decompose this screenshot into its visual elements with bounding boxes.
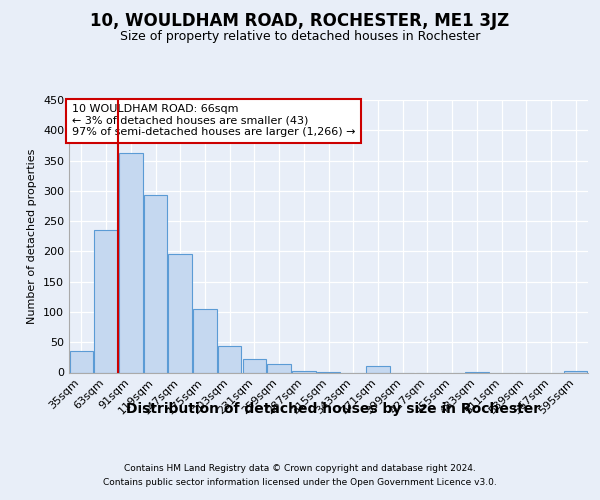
Text: Size of property relative to detached houses in Rochester: Size of property relative to detached ho…: [120, 30, 480, 43]
Bar: [94, 230, 118, 372]
Y-axis label: Number of detached properties: Number of detached properties: [28, 148, 37, 324]
Bar: [366, 366, 389, 372]
Bar: [268, 364, 291, 372]
Bar: [218, 346, 241, 372]
Bar: [144, 195, 167, 372]
Bar: [242, 358, 266, 372]
Text: Contains public sector information licensed under the Open Government Licence v3: Contains public sector information licen…: [103, 478, 497, 487]
Bar: [119, 152, 143, 372]
Text: 10 WOULDHAM ROAD: 66sqm
← 3% of detached houses are smaller (43)
97% of semi-det: 10 WOULDHAM ROAD: 66sqm ← 3% of detached…: [71, 104, 355, 138]
Bar: [169, 254, 192, 372]
Text: Contains HM Land Registry data © Crown copyright and database right 2024.: Contains HM Land Registry data © Crown c…: [124, 464, 476, 473]
Text: 10, WOULDHAM ROAD, ROCHESTER, ME1 3JZ: 10, WOULDHAM ROAD, ROCHESTER, ME1 3JZ: [91, 12, 509, 30]
Bar: [193, 309, 217, 372]
Bar: [70, 352, 93, 372]
Text: Distribution of detached houses by size in Rochester: Distribution of detached houses by size …: [126, 402, 540, 416]
